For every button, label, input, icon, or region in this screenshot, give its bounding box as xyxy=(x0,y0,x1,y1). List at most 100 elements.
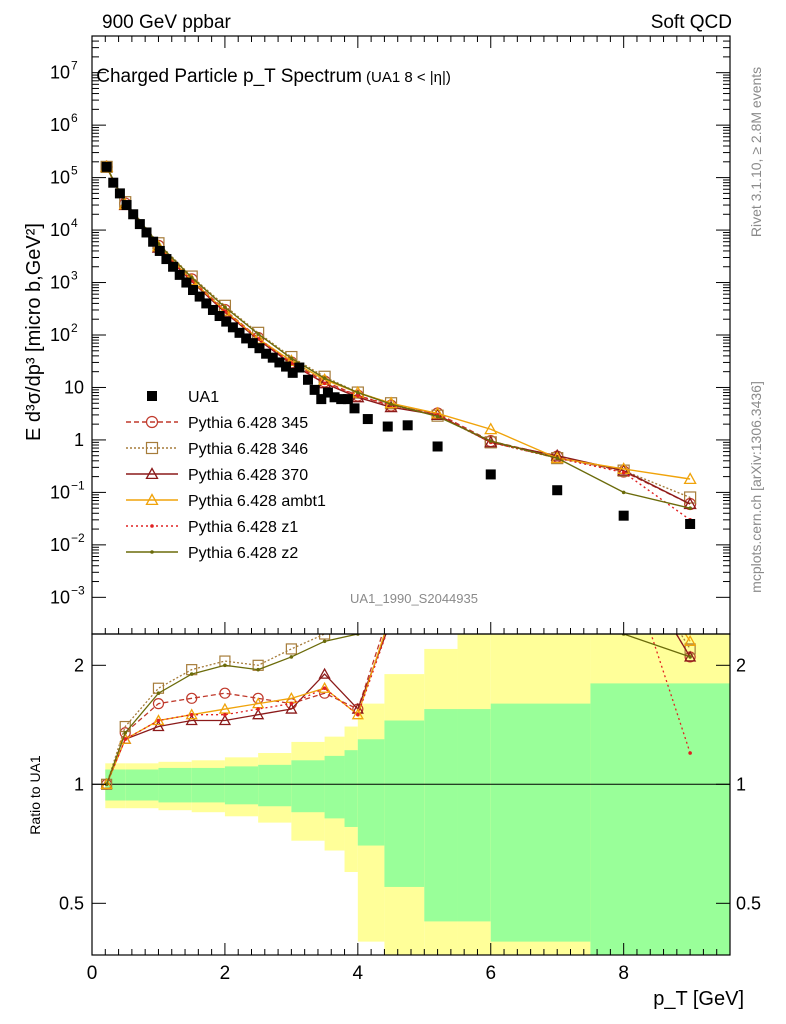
legend-label: Pythia 6.428 370 xyxy=(188,467,308,484)
ratio-point xyxy=(351,708,364,720)
data-point xyxy=(168,261,179,272)
green-band xyxy=(424,709,458,922)
y-tick-exponent: 3 xyxy=(71,269,78,283)
y-tick-label: 10 xyxy=(50,115,70,135)
series-point xyxy=(289,356,294,361)
green-band xyxy=(258,764,292,807)
ratio-point xyxy=(289,655,294,659)
ratio-tick-label-left: 1 xyxy=(74,774,84,794)
legend-marker xyxy=(150,524,154,528)
data-point xyxy=(148,236,159,247)
data-point xyxy=(349,403,360,414)
legend-label: Pythia 6.428 345 xyxy=(188,415,308,432)
data-point xyxy=(618,510,629,521)
data-point xyxy=(221,316,232,327)
header-right: Soft QCD xyxy=(651,12,732,33)
ratio-line xyxy=(106,634,691,785)
green-band xyxy=(590,683,730,955)
ratio-point xyxy=(223,663,227,668)
y-axis-label: E d³σ/dp³ [micro b,GeV²] xyxy=(23,223,45,441)
data-point xyxy=(134,219,145,230)
ratio-point xyxy=(185,714,198,726)
data-point xyxy=(362,414,373,425)
ratio-point xyxy=(433,609,443,618)
green-band xyxy=(490,703,591,942)
ratio-point xyxy=(389,606,393,610)
legend-marker xyxy=(145,415,159,429)
data-point xyxy=(234,327,245,338)
series-point xyxy=(684,491,697,504)
y-tick-exponent: −1 xyxy=(71,478,85,492)
ratio-tick-label-left: 0.5 xyxy=(59,893,84,913)
data-point xyxy=(432,441,443,452)
data-point xyxy=(214,311,225,322)
green-band xyxy=(357,739,385,846)
x-tick-label: 0 xyxy=(87,963,98,984)
ratio-point xyxy=(218,714,232,726)
series-point xyxy=(555,456,560,460)
y-tick-exponent: 7 xyxy=(71,59,78,73)
data-point xyxy=(294,362,305,373)
green-band xyxy=(344,750,358,827)
data-point xyxy=(188,285,199,296)
ratio-line xyxy=(106,634,691,785)
data-point xyxy=(154,245,165,256)
legend-marker-data xyxy=(147,391,157,401)
y-tick-label: 1 xyxy=(74,430,84,450)
data-point xyxy=(181,277,192,288)
legend-marker xyxy=(150,550,154,554)
ratio-point xyxy=(152,698,165,710)
chart-title-suffix: (UA1 8 < |η|) xyxy=(366,69,451,86)
data-point xyxy=(207,304,218,315)
data-point xyxy=(194,291,205,302)
green-band xyxy=(291,760,325,813)
series-point xyxy=(384,400,398,413)
ratio-point xyxy=(386,615,396,624)
ratio-point xyxy=(619,541,629,550)
ratio-point xyxy=(552,546,562,556)
legend-label: Pythia 6.428 ambt1 xyxy=(188,493,326,510)
ratio-point xyxy=(688,655,692,659)
x-axis-label: p_T [GeV] xyxy=(653,988,744,1010)
legend-label: Pythia 6.428 z1 xyxy=(188,519,298,536)
ratio-axis-label: Ratio to UA1 xyxy=(27,755,43,835)
legend-label: Pythia 6.428 346 xyxy=(188,441,308,458)
series-line xyxy=(105,166,691,480)
data-point xyxy=(227,322,238,333)
series-point xyxy=(617,463,631,476)
legend-marker xyxy=(145,493,159,506)
ratio-point xyxy=(289,701,294,706)
data-point xyxy=(685,518,696,529)
legend-marker xyxy=(145,441,159,455)
y-tick-label: 10 xyxy=(50,273,70,293)
y-tick-label: 10 xyxy=(64,377,84,397)
data-point xyxy=(302,374,313,385)
ratio-point xyxy=(688,751,692,755)
ratio-point xyxy=(318,681,331,693)
data-point xyxy=(261,348,272,359)
series-point xyxy=(356,393,360,398)
legend-label: Pythia 6.428 z2 xyxy=(188,545,298,562)
data-point xyxy=(241,333,252,344)
data-point xyxy=(254,343,265,354)
data-point xyxy=(485,469,496,480)
green-band xyxy=(191,767,225,803)
y-tick-label: 10 xyxy=(50,535,70,555)
series-point xyxy=(550,448,564,461)
analysis-label: UA1_1990_S2044935 xyxy=(350,591,478,606)
ratio-point xyxy=(156,718,161,723)
data-point xyxy=(342,394,353,405)
data-point xyxy=(274,357,285,368)
ratio-point xyxy=(322,686,327,691)
series-point xyxy=(356,390,360,395)
ratio-point xyxy=(285,702,298,714)
data-point xyxy=(402,420,413,431)
ratio-point xyxy=(386,609,396,618)
data-point xyxy=(322,387,333,398)
ratio-point xyxy=(219,687,231,699)
green-band xyxy=(324,755,345,819)
data-point xyxy=(108,177,119,188)
series-point xyxy=(223,305,227,309)
